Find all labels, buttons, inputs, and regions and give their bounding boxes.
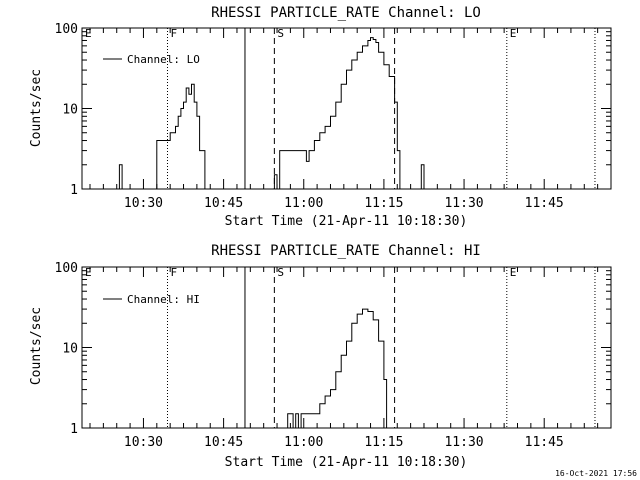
event-marker-label: S (277, 266, 284, 279)
x-tick-label: 10:45 (204, 435, 243, 450)
event-marker-label: E (85, 27, 92, 40)
hi-channel-panel: RHESSI PARTICLE_RATE Channel: HI Counts/… (29, 243, 612, 470)
event-marker-label: F (170, 27, 177, 40)
y-tick-label: 10 (62, 103, 78, 118)
legend-lo: Channel: LO (103, 53, 200, 66)
x-tick-label: 11:30 (444, 196, 483, 211)
x-tick-label: 11:00 (284, 196, 323, 211)
legend-label-hi: Channel: HI (127, 293, 200, 306)
x-axis-label-lo: Start Time (21-Apr-11 10:18:30) (225, 214, 468, 229)
event-marker-label: E (510, 266, 517, 279)
x-axis-label-hi: Start Time (21-Apr-11 10:18:30) (225, 455, 468, 470)
event-marker-label: F (170, 266, 177, 279)
footer-timestamp: 16-Oct-2021 17:56 (555, 469, 637, 478)
legend-label-lo: Channel: LO (127, 53, 200, 66)
lo-channel-panel: RHESSI PARTICLE_RATE Channel: LO Counts/… (29, 5, 612, 229)
chart-title-hi: RHESSI PARTICLE_RATE Channel: HI (211, 243, 481, 259)
x-tick-label: 10:45 (204, 196, 243, 211)
x-tick-label: 10:30 (124, 196, 163, 211)
series-line-hi (285, 308, 388, 429)
event-marker-label: S (277, 27, 284, 40)
event-marker-label: E (510, 27, 517, 40)
y-tick-label: 1 (70, 183, 78, 198)
x-tick-label: 10:30 (124, 435, 163, 450)
x-tick-label: 11:15 (364, 196, 403, 211)
series-line-lo (116, 37, 427, 190)
chart-title-lo: RHESSI PARTICLE_RATE Channel: LO (211, 5, 481, 21)
legend-hi: Channel: HI (103, 293, 200, 306)
x-tick-label: 11:30 (444, 435, 483, 450)
x-tick-label: 11:45 (525, 196, 564, 211)
y-tick-label: 100 (55, 261, 78, 276)
x-tick-label: 11:00 (284, 435, 323, 450)
x-tick-label: 11:45 (525, 435, 564, 450)
y-tick-label: 10 (62, 342, 78, 357)
y-axis-label-lo: Counts/sec (29, 69, 44, 147)
event-marker-label: E (85, 266, 92, 279)
y-tick-label: 100 (55, 22, 78, 37)
y-axis-label-hi: Counts/sec (29, 307, 44, 385)
x-tick-label: 11:15 (364, 435, 403, 450)
y-tick-label: 1 (70, 422, 78, 437)
